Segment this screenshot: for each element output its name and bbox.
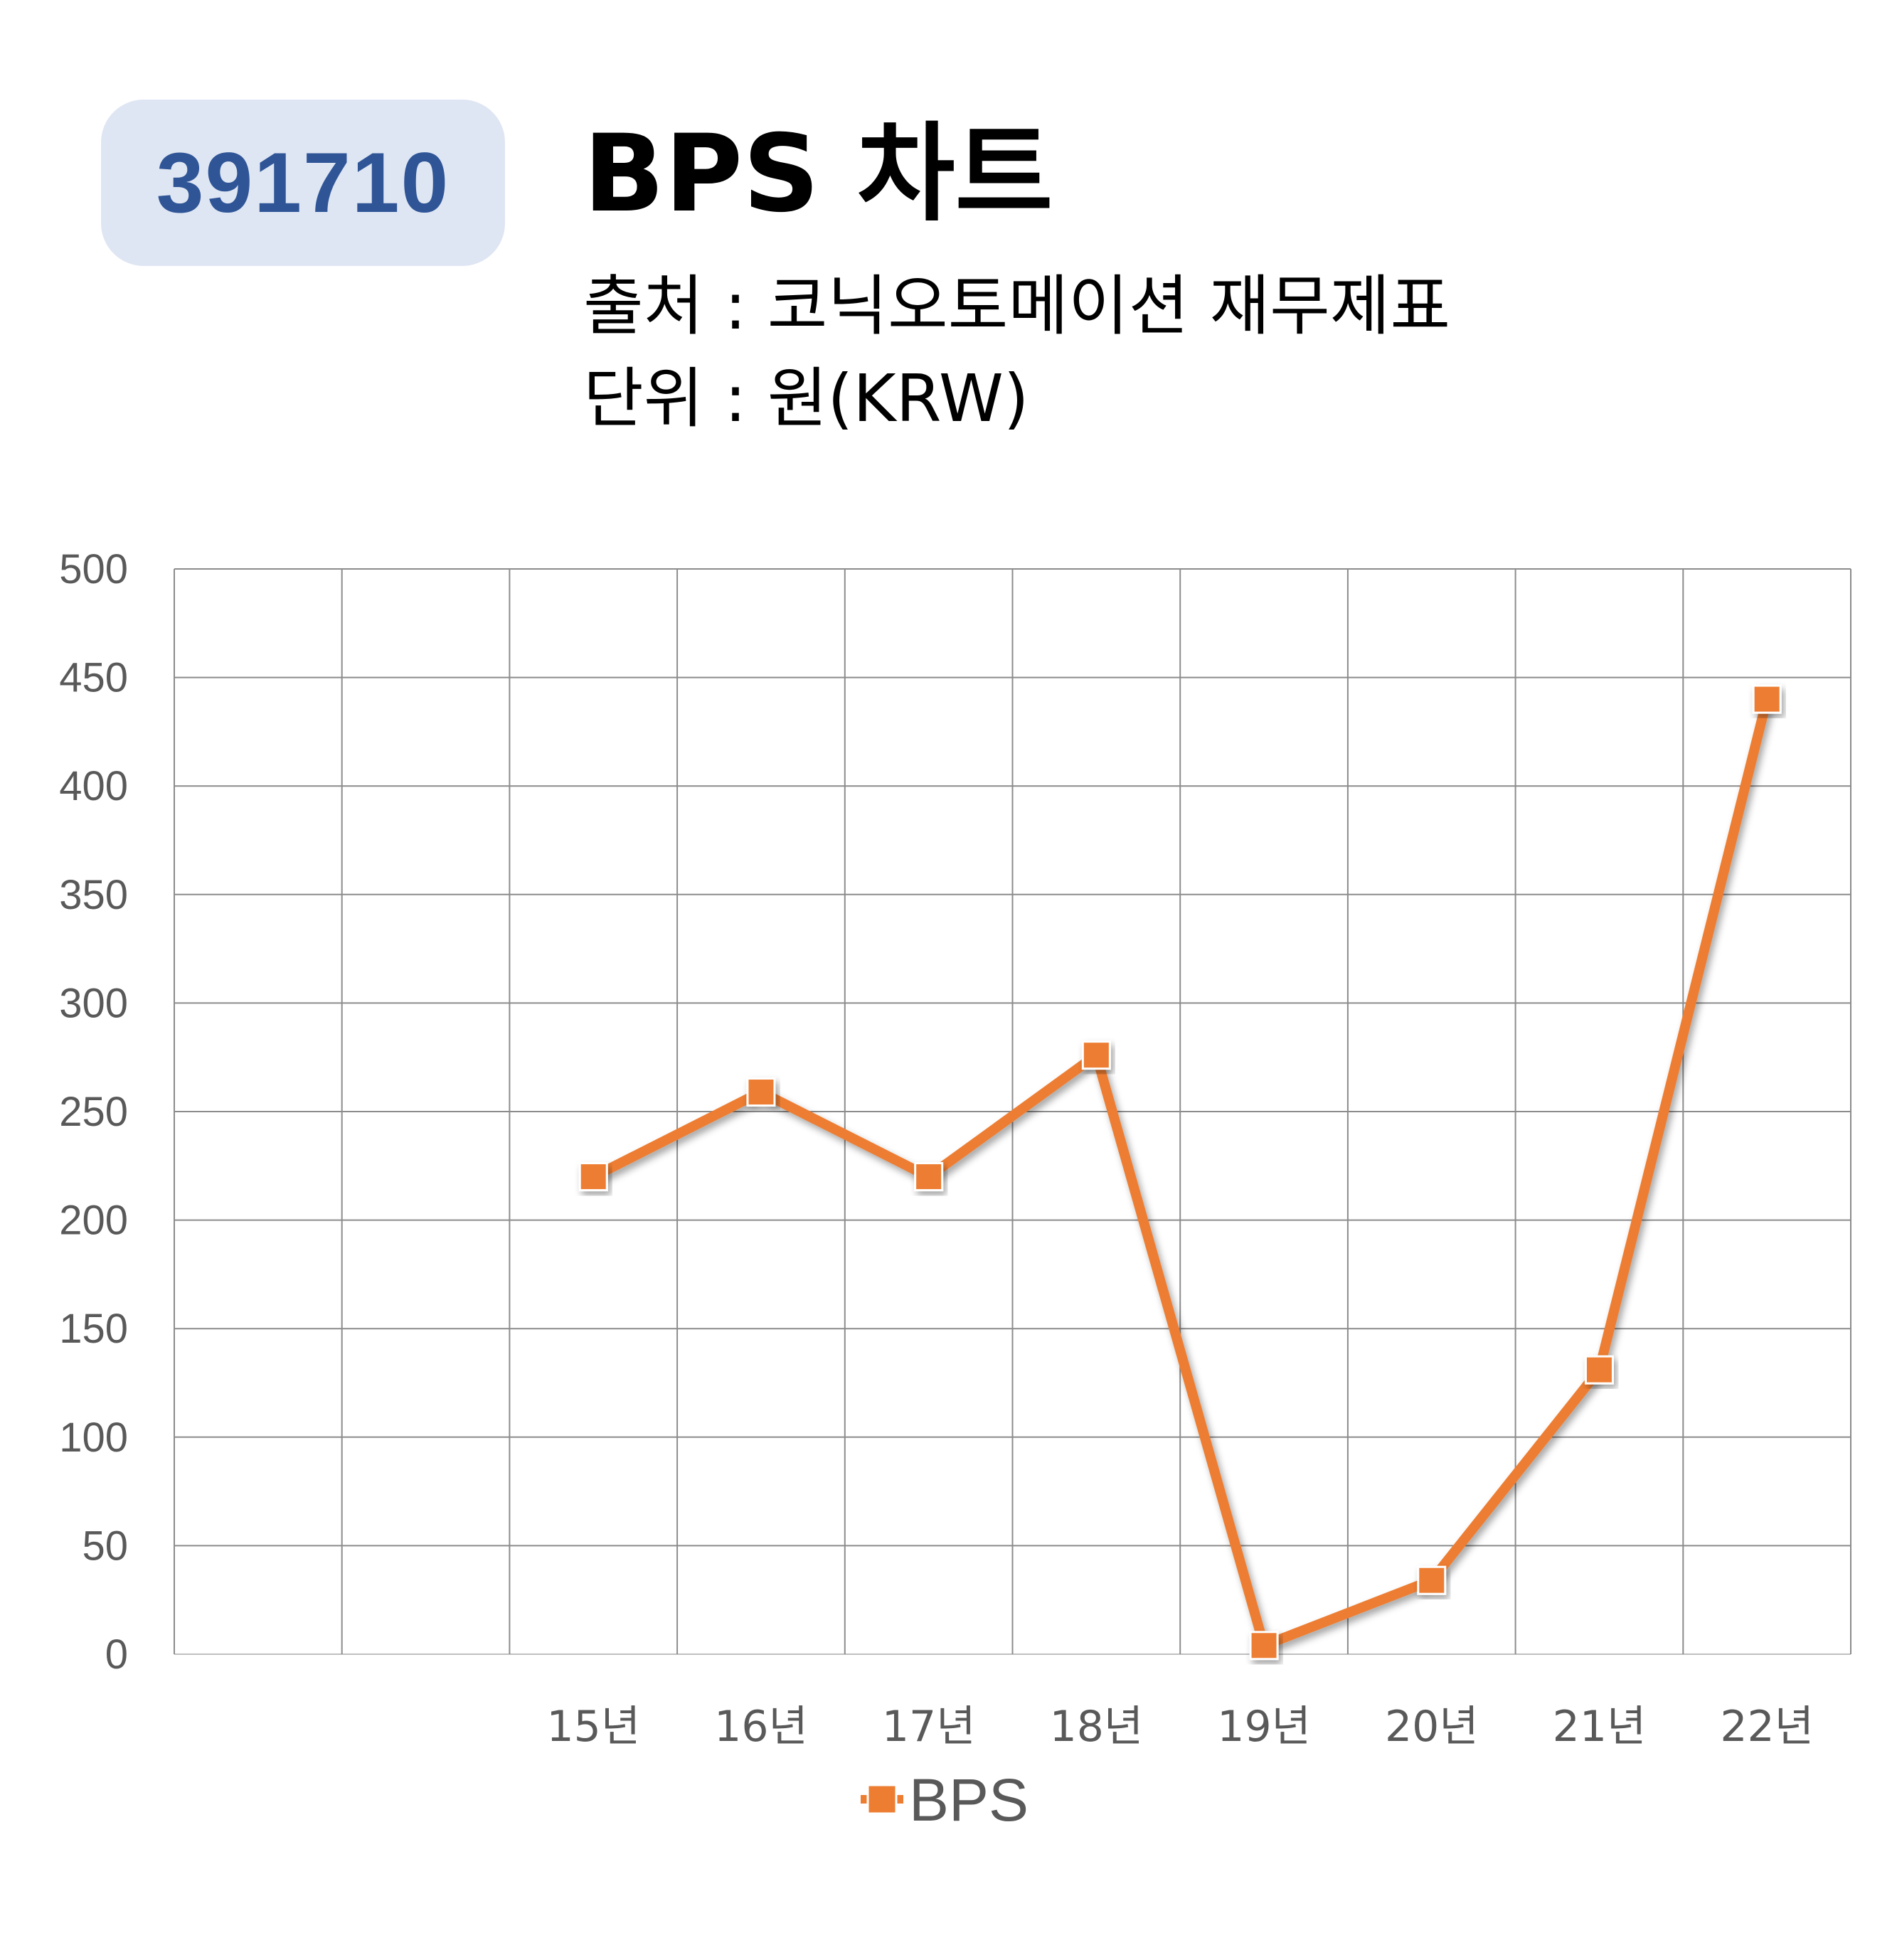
series-bps: [578, 684, 1782, 1661]
stock-code-badge: 391710: [101, 100, 505, 266]
data-point: [1249, 1631, 1279, 1661]
y-axis-ticks: 0 50 100 150 200 250 300 350 400 450 500: [59, 546, 128, 1678]
y-tick-label: 350: [59, 872, 128, 918]
y-tick-label: 250: [59, 1089, 128, 1135]
x-axis-ticks: 15년 16년 17년 18년 19년 20년 21년 22년: [546, 1702, 1813, 1752]
x-tick-label: 16년: [714, 1702, 808, 1752]
data-point: [1752, 684, 1782, 714]
y-tick-label: 500: [59, 546, 128, 592]
y-tick-label: 200: [59, 1198, 128, 1244]
chart-legend: BPS: [861, 1767, 1029, 1833]
y-tick-label: 100: [59, 1415, 128, 1461]
data-point: [1081, 1040, 1111, 1070]
legend-label: BPS: [909, 1767, 1029, 1833]
series-line-bps: [591, 698, 1772, 1651]
data-point: [1417, 1565, 1447, 1595]
chart-title: BPS 차트: [583, 112, 1053, 236]
legend-marker: [866, 1784, 898, 1815]
y-tick-label: 0: [105, 1631, 128, 1678]
x-tick-label: 21년: [1553, 1702, 1647, 1752]
x-tick-label: 15년: [546, 1702, 640, 1752]
y-tick-label: 400: [59, 763, 128, 809]
data-point: [746, 1077, 776, 1107]
x-tick-label: 19년: [1217, 1702, 1311, 1752]
x-tick-label: 18년: [1050, 1702, 1144, 1752]
y-tick-label: 300: [59, 980, 128, 1026]
x-tick-label: 22년: [1720, 1702, 1814, 1752]
y-tick-label: 150: [59, 1306, 128, 1352]
x-tick-label: 20년: [1385, 1702, 1479, 1752]
data-point: [1584, 1355, 1614, 1385]
data-point: [914, 1162, 944, 1192]
chart-grid: [174, 568, 1851, 1655]
source-label: 출처 : 코닉오토메이션 재무제표: [583, 268, 1451, 344]
data-point: [578, 1162, 608, 1192]
unit-label: 단위 : 원(KRW): [583, 361, 1029, 437]
stock-code: 391710: [156, 135, 450, 230]
x-tick-label: 17년: [882, 1702, 976, 1752]
y-tick-label: 450: [59, 655, 128, 701]
y-tick-label: 50: [82, 1523, 128, 1569]
